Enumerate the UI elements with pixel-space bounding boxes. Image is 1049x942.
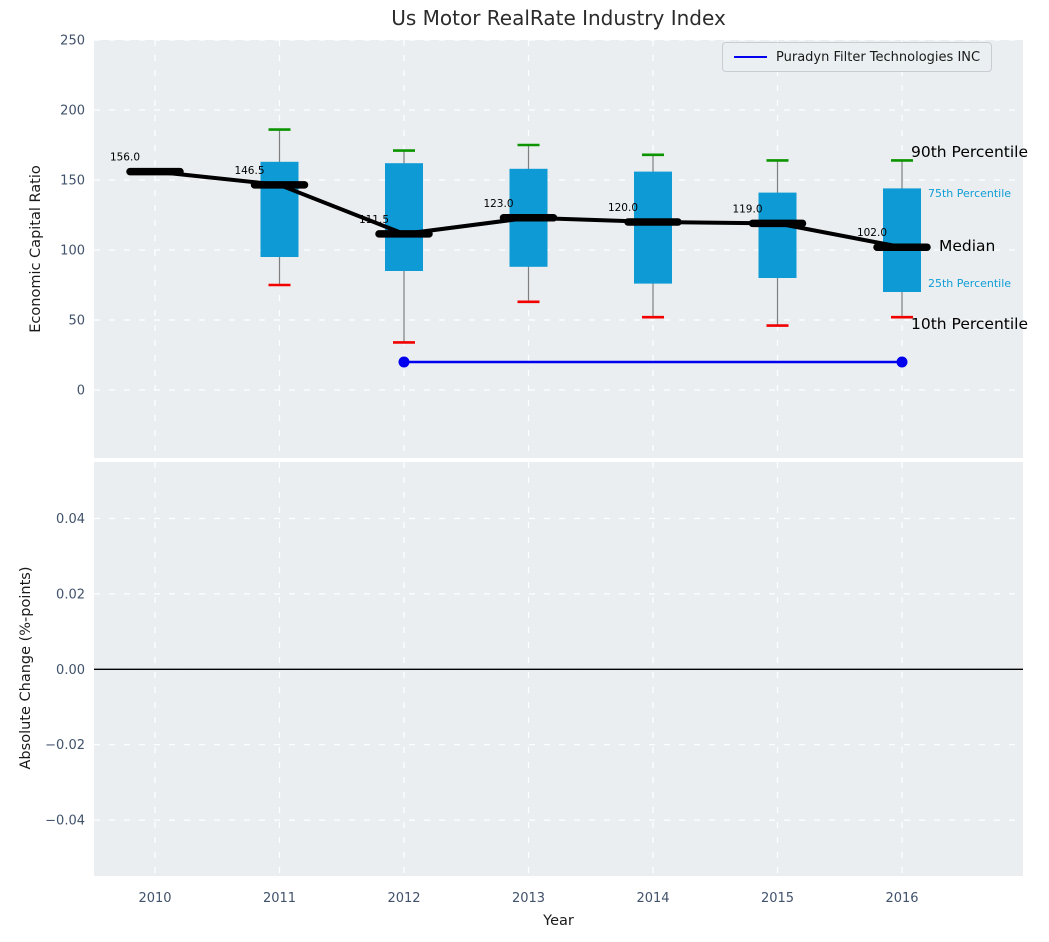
boxplot-box-2015 bbox=[759, 193, 797, 278]
xtick-2016: 2016 bbox=[885, 891, 918, 906]
annotation-10th-percentile: 10th Percentile bbox=[911, 315, 1028, 333]
median-value-label-2013: 123.0 bbox=[483, 198, 513, 210]
ytick-bottom-0.00: 0.00 bbox=[56, 663, 85, 678]
xtick-2010: 2010 bbox=[138, 891, 171, 906]
xtick-2013: 2013 bbox=[512, 891, 545, 906]
y-axis-label-bottom: Absolute Change (%-points) bbox=[18, 567, 34, 770]
boxplot-box-2012 bbox=[385, 163, 423, 271]
boxplot-box-2014 bbox=[634, 172, 672, 284]
xtick-2012: 2012 bbox=[387, 891, 420, 906]
legend-label: Puradyn Filter Technologies INC bbox=[776, 50, 980, 65]
x-axis-label: Year bbox=[94, 913, 1023, 929]
ytick-top-50: 50 bbox=[68, 314, 85, 329]
ytick-bottom-−0.04: −0.04 bbox=[45, 814, 85, 829]
chart-canvas: 156.0 146.5 111.5 123.0 120.0 119.0 102.0 0 50 10… bbox=[0, 0, 1049, 942]
median-value-label-2012: 111.5 bbox=[359, 214, 389, 226]
legend: Puradyn Filter Technologies INC bbox=[722, 42, 992, 72]
ytick-top-250: 250 bbox=[60, 34, 85, 49]
y-axis-label-top: Economic Capital Ratio bbox=[28, 165, 44, 332]
xtick-2014: 2014 bbox=[636, 891, 669, 906]
median-value-label-2010: 156.0 bbox=[110, 152, 140, 164]
annotation-median: Median bbox=[939, 237, 995, 255]
ytick-top-100: 100 bbox=[60, 244, 85, 259]
xtick-2015: 2015 bbox=[761, 891, 794, 906]
ytick-top-200: 200 bbox=[60, 104, 85, 119]
median-value-label-2014: 120.0 bbox=[608, 202, 638, 214]
xtick-2011: 2011 bbox=[263, 891, 296, 906]
annotation-25th-percentile: 25th Percentile bbox=[928, 277, 1011, 290]
figure: 156.0 146.5 111.5 123.0 120.0 119.0 102.0 0 50 10… bbox=[0, 0, 1049, 942]
company-line-marker-2012 bbox=[399, 357, 410, 368]
boxplot-box-2011 bbox=[261, 162, 299, 257]
legend-line-icon bbox=[734, 56, 767, 58]
ytick-top-150: 150 bbox=[60, 174, 85, 189]
boxplot-box-2016 bbox=[883, 188, 921, 292]
annotation-90th-percentile: 90th Percentile bbox=[911, 143, 1028, 161]
median-value-label-2016: 102.0 bbox=[857, 227, 887, 239]
median-value-label-2011: 146.5 bbox=[234, 165, 264, 177]
company-line-marker-2016 bbox=[897, 357, 908, 368]
ytick-bottom-0.04: 0.04 bbox=[56, 512, 85, 527]
ytick-top-0: 0 bbox=[77, 384, 85, 399]
annotation-75th-percentile: 75th Percentile bbox=[928, 187, 1011, 200]
ytick-bottom-−0.02: −0.02 bbox=[45, 738, 85, 753]
ytick-bottom-0.02: 0.02 bbox=[56, 587, 85, 602]
median-value-label-2015: 119.0 bbox=[732, 203, 762, 215]
chart-title: Us Motor RealRate Industry Index bbox=[94, 6, 1023, 30]
